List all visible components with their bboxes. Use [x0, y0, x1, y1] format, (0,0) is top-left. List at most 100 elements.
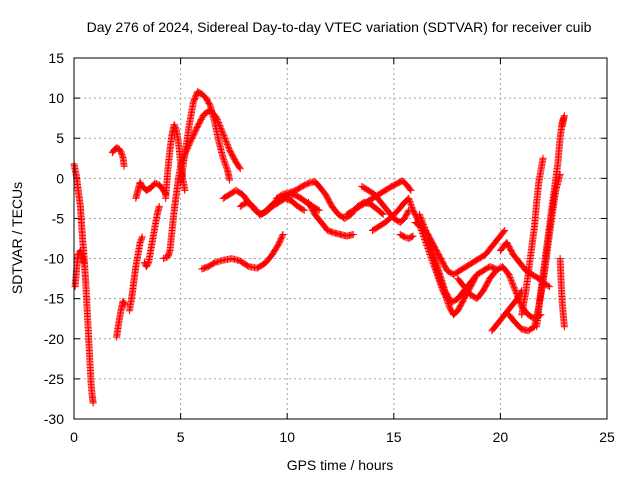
- series-arc-4: [113, 297, 129, 341]
- data-point: [155, 202, 163, 210]
- data-point: [408, 233, 416, 241]
- data-point: [406, 197, 414, 205]
- data-point: [314, 206, 322, 214]
- data-point: [443, 297, 451, 305]
- series-arc-11: [198, 230, 287, 273]
- data-point: [278, 232, 286, 240]
- data-point: [508, 279, 516, 287]
- data-point: [220, 132, 228, 140]
- data-point: [224, 143, 232, 151]
- data-point: [417, 215, 425, 223]
- data-point: [400, 233, 408, 241]
- data-point: [221, 160, 229, 168]
- data-point: [508, 278, 516, 286]
- data-point: [119, 152, 127, 160]
- series-arc-2: [71, 247, 88, 291]
- data-point: [419, 219, 427, 227]
- data-point: [510, 282, 518, 290]
- data-point: [138, 234, 146, 242]
- data-point: [507, 275, 515, 283]
- y-tick-label: 10: [48, 90, 64, 106]
- plot-frame: [73, 57, 608, 420]
- chart-title: Day 276 of 2024, Sidereal Day-to-day VTE…: [87, 19, 592, 35]
- data-point: [558, 122, 566, 130]
- data-point: [222, 138, 230, 146]
- data-point: [505, 271, 513, 279]
- y-axis-label: SDTVAR / TECUs: [9, 182, 25, 294]
- data-point: [181, 186, 189, 194]
- data-point: [144, 260, 152, 268]
- data-point: [421, 224, 429, 232]
- data-point: [378, 209, 386, 217]
- data-point: [511, 287, 519, 295]
- data-point: [509, 281, 517, 289]
- series-arc-1: [70, 160, 97, 407]
- x-tick-label: 5: [177, 429, 185, 445]
- data-point: [507, 276, 515, 284]
- data-point: [443, 295, 451, 303]
- data-point: [172, 125, 180, 133]
- data-point: [315, 206, 323, 214]
- data-point: [221, 135, 229, 143]
- data-point: [510, 284, 518, 292]
- series-arc-6: [132, 178, 170, 202]
- data-point: [236, 165, 244, 173]
- series-arc-13: [236, 194, 308, 218]
- data-point: [444, 298, 452, 306]
- data-point: [407, 202, 415, 210]
- y-tick-label: 5: [56, 130, 64, 146]
- data-point: [506, 272, 514, 280]
- series-arc-19: [396, 230, 417, 242]
- data-point: [539, 154, 547, 162]
- x-tick-label: 15: [386, 429, 402, 445]
- series-arc-16: [343, 177, 415, 218]
- data-point: [160, 255, 168, 263]
- data-point: [407, 200, 415, 208]
- data-point: [442, 294, 450, 302]
- data-point: [406, 199, 414, 207]
- data-point: [417, 213, 425, 221]
- y-tick-label: -25: [44, 371, 64, 387]
- data-point: [220, 133, 228, 141]
- data-point: [279, 230, 287, 238]
- data-point: [219, 130, 227, 138]
- series-arc-22: [428, 251, 479, 319]
- data-point: [560, 323, 568, 331]
- data-point: [226, 176, 234, 184]
- data-point: [409, 232, 417, 240]
- y-tick-label: -15: [44, 291, 64, 307]
- data-point: [299, 206, 307, 214]
- data-point: [222, 136, 230, 144]
- data-point: [421, 225, 429, 233]
- data-point: [511, 285, 519, 293]
- data-point: [416, 212, 424, 220]
- x-tick-label: 0: [70, 429, 78, 445]
- data-point: [545, 283, 553, 291]
- data-point: [500, 228, 508, 236]
- data-point: [470, 276, 478, 284]
- data-point: [89, 399, 97, 407]
- x-axis-label: GPS time / hours: [287, 457, 394, 473]
- data-point: [408, 203, 416, 211]
- data-point: [222, 162, 230, 170]
- y-tick-label: -10: [44, 251, 64, 267]
- series-arc-7: [140, 202, 163, 271]
- data-point: [444, 300, 452, 308]
- data-point: [442, 292, 450, 300]
- data-point: [224, 142, 232, 150]
- y-tick-label: 15: [48, 50, 64, 66]
- data-point: [223, 165, 231, 173]
- y-tick-label: -20: [44, 331, 64, 347]
- series-arc-29: [556, 255, 568, 331]
- x-tick-label: 25: [599, 429, 615, 445]
- data-point: [501, 226, 509, 234]
- data-point: [349, 230, 357, 238]
- data-points: [70, 88, 568, 407]
- data-point: [418, 218, 426, 226]
- data-point: [235, 163, 243, 171]
- series-arc-17: [358, 182, 413, 226]
- data-point: [219, 154, 227, 162]
- series-arc-15: [305, 198, 357, 240]
- data-point: [220, 156, 228, 164]
